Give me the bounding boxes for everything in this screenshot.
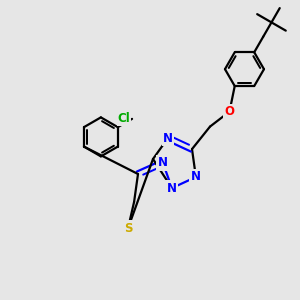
Text: N: N: [163, 131, 173, 145]
Text: S: S: [124, 221, 132, 235]
Text: O: O: [224, 105, 235, 118]
Text: N: N: [158, 156, 168, 170]
Text: N: N: [191, 170, 201, 184]
Text: N: N: [167, 182, 177, 195]
Text: Cl: Cl: [118, 112, 130, 125]
